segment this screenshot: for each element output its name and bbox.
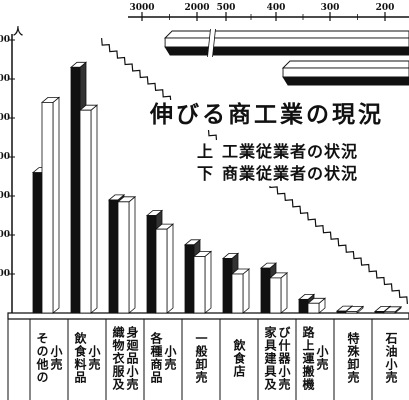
bar-series-2 [79,109,92,314]
bar-series-1 [32,172,43,314]
category-label: 一般卸売 [182,322,219,394]
y-tick-label: 400 [0,152,10,162]
chart-floor [7,312,409,320]
bar-series-2 [269,277,282,314]
bar-series-1 [374,311,385,314]
category-label: 石油小売 [372,322,409,394]
bar-series-2 [231,273,244,314]
legend-entry-upper: 上工業従業者の状況 [197,141,358,163]
hbar-top [281,60,409,69]
category-label-line: 路上運搬機 [301,325,315,391]
top-axis-tick-label: 2000 [184,3,210,13]
bar-series-2-side [166,223,174,314]
y-axis-unit-label: 人 [13,27,23,38]
bar-series-2 [383,311,396,314]
bar-series-2-side [52,96,60,314]
hbar-shadow [164,46,409,56]
bar-series-2-side [90,104,98,314]
bar-series-2-side [204,250,212,314]
legend-text: 商業従業者の状況 [222,164,359,183]
hbar-axis-break [207,29,216,57]
category-label: その他の 小売 [30,322,67,394]
y-tick-label: 300 [0,191,10,201]
hbar [282,67,409,78]
bar-series-2-side [242,268,250,314]
top-axis-tick-label: 200 [375,3,395,13]
category-label-line: 家具建具及 [263,325,277,391]
category-label-line: 飲食料品 [73,332,87,384]
chart-title: 伸びる商工業の現況 [148,100,386,130]
category-label-line: 小売 [315,345,329,371]
category-label: 各種商品 小売 [144,322,181,394]
y-tick-label: 100 [0,269,10,279]
category-label-line: び什器小売 [277,325,291,391]
category-label: 家具建具及 び什器小売 [258,322,295,394]
bar-series-1 [336,310,347,314]
category-label-line: その他の [35,332,49,384]
bar-series-2 [41,102,54,314]
top-axis-tick-label: 300 [320,3,340,13]
category-label: 路上運搬機 小売 [296,322,333,394]
bar-series-2 [345,311,358,314]
y-tick-label: 700 [0,35,10,45]
hbar-axis-break-edge [207,28,211,58]
legend: 上工業従業者の状況 下商業従業者の状況 [194,140,362,186]
category-label-line: 特殊卸売 [346,332,360,384]
bar-series-1 [184,244,195,314]
legend-key: 下 [197,164,215,183]
category-label-line: 石油小売 [384,332,398,384]
legend-text: 工業従業者の状況 [222,142,359,161]
y-tick-label: 500 [0,113,10,123]
bar-series-1 [70,66,81,314]
category-label-line: 小売 [49,345,63,371]
bar-series-2-side [280,272,288,314]
bar-series-1 [222,257,233,314]
bar-series-1 [108,199,119,314]
bar-series-2 [117,201,130,314]
category-label-line: 織物衣服及 [111,325,125,391]
category-label-line: 各種商品 [149,332,163,384]
legend-key: 上 [197,142,215,161]
hbar [164,37,409,48]
bar-series-1 [146,215,157,314]
category-label: 飲食料品 小売 [68,322,105,394]
legend-entry-lower: 下商業従業者の状況 [197,163,358,185]
bar-series-2-side [128,195,136,314]
category-label: 特殊卸売 [334,322,371,394]
bar-series-1 [298,298,309,314]
category-label: 織物衣服及 身廻品小売 [106,322,143,394]
top-axis-tick-label: 3000 [129,3,155,13]
category-label-line: 小売 [163,345,177,371]
bar-series-1 [260,267,271,314]
hbar-shadow [282,76,409,86]
top-axis-tick-label: 400 [266,3,286,13]
category-label-line: 身廻品小売 [125,325,139,391]
bar-series-2 [193,256,206,314]
y-tick-label: 600 [0,74,10,84]
top-axis-tick-label: 500 [216,3,236,13]
category-label-line: 飲食店 [232,338,246,378]
category-label-line: 小売 [87,345,101,371]
hbar-axis-break-edge [212,28,216,58]
category-label: 飲食店 [220,322,257,394]
bar-series-2 [307,302,320,314]
bar-series-2 [155,228,168,314]
category-label-line: 一般卸売 [194,332,208,384]
y-tick-label: 200 [0,230,10,240]
hbar-top [164,30,409,39]
